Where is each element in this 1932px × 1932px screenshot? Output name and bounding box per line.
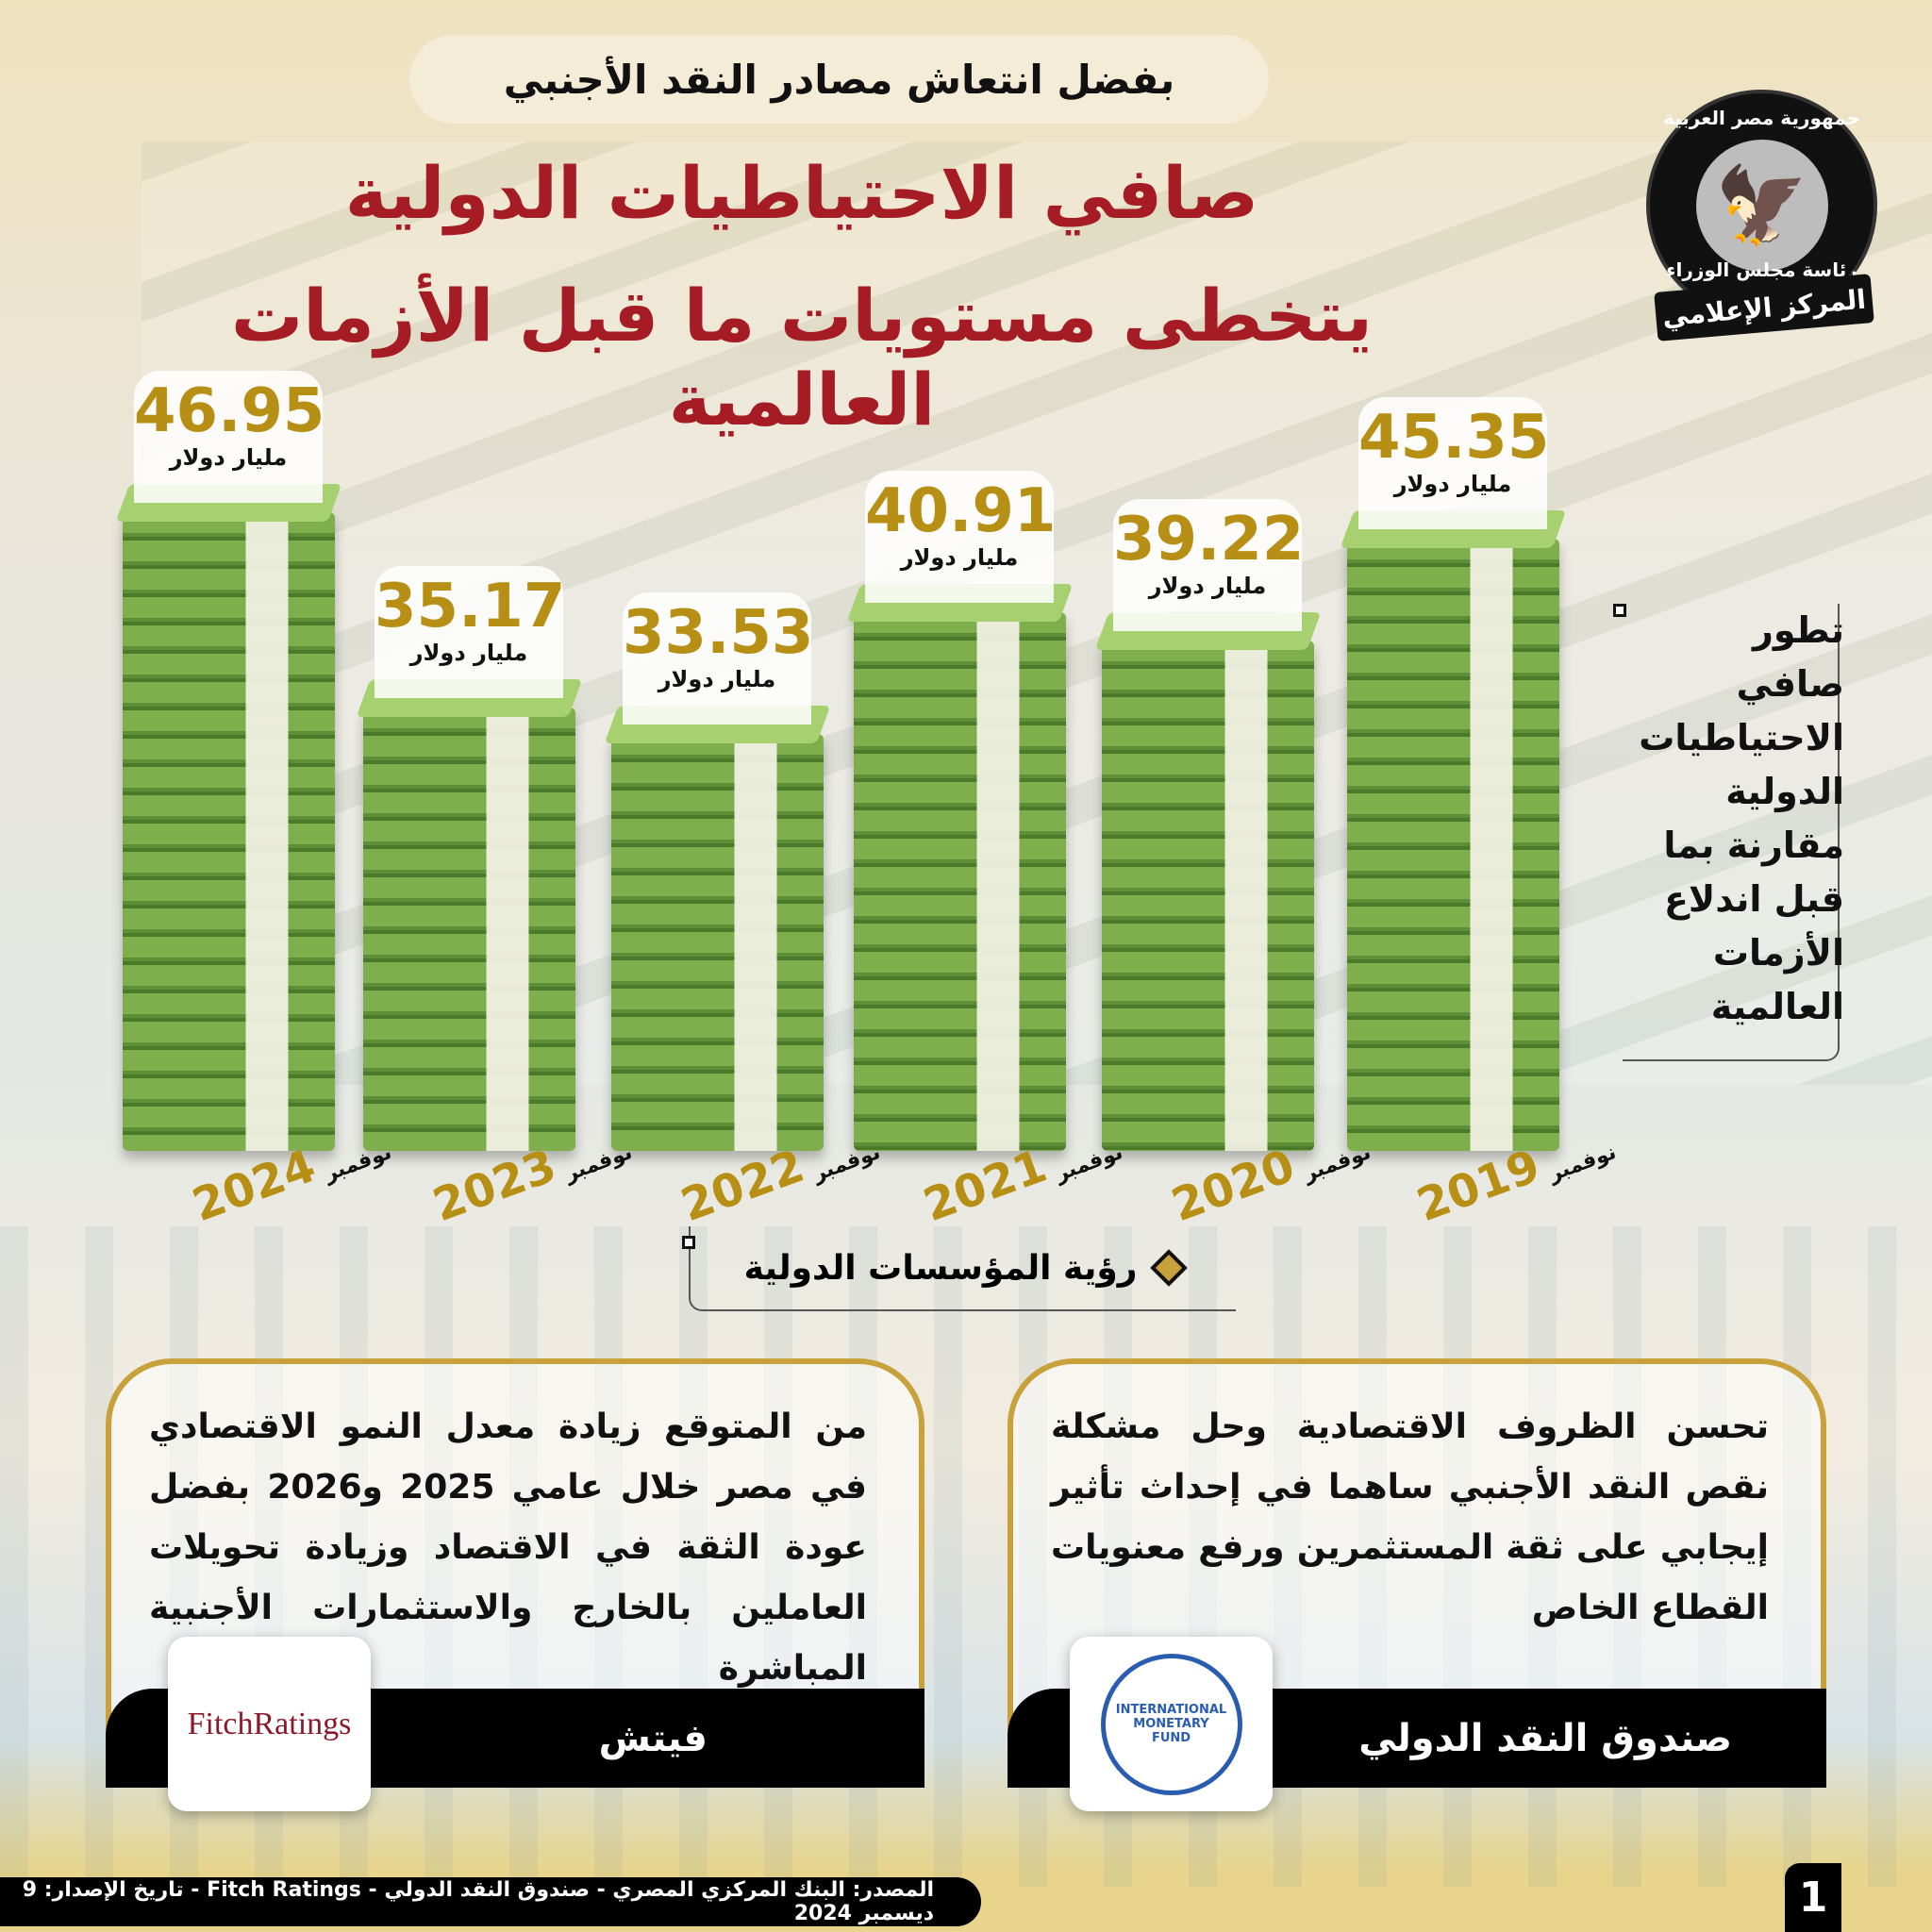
value-label: 39.22 مليار دولار bbox=[1113, 498, 1305, 631]
side-caption-line: الأزمات bbox=[1712, 932, 1844, 974]
year-text: 2022 bbox=[674, 1139, 811, 1233]
title-line-1: صافي الاحتياطيات الدولية bbox=[344, 151, 1259, 235]
unit-text: مليار دولار bbox=[900, 544, 1019, 572]
imf-logo: INTERNATIONAL MONETARY FUND bbox=[1070, 1637, 1273, 1811]
money-stack-bar bbox=[115, 484, 342, 1151]
value-label: 46.95 مليار دولار bbox=[134, 371, 325, 504]
month-text: نوفمبر bbox=[1545, 1140, 1620, 1187]
section-header: رؤية المؤسسات الدولية bbox=[689, 1226, 1236, 1311]
fitch-logo-text: FitchRatings bbox=[187, 1706, 352, 1741]
side-caption-line: تطور bbox=[1753, 609, 1844, 651]
year-text: 2019 bbox=[1409, 1139, 1547, 1233]
value-text: 33.53 bbox=[623, 598, 814, 669]
imf-text: تحسن الظروف الاقتصادية وحل مشكلة نقص الن… bbox=[1051, 1407, 1769, 1627]
unit-text: مليار دولار bbox=[169, 444, 288, 472]
value-text: 45.35 bbox=[1358, 403, 1550, 474]
side-caption: تطور صافي الاحتياطيات الدولية مقارنة بما… bbox=[1623, 604, 1844, 1061]
globe-icon: INTERNATIONAL MONETARY FUND bbox=[1100, 1653, 1242, 1795]
year-text: 2024 bbox=[185, 1139, 323, 1233]
kicker-pill: بفضل انتعاش مصادر النقد الأجنبي bbox=[409, 35, 1269, 124]
logo-top-text: جمهورية مصر العربية bbox=[1662, 107, 1861, 129]
fitch-logo: FitchRatings bbox=[168, 1637, 371, 1811]
fitch-name: فيتش bbox=[598, 1716, 708, 1760]
side-caption-line: الدولية bbox=[1725, 771, 1844, 812]
imf-name: صندوق النقد الدولي bbox=[1358, 1716, 1732, 1760]
side-caption-line: صافي bbox=[1736, 663, 1844, 705]
side-caption-line: قبل اندلاع bbox=[1663, 878, 1844, 920]
imf-card: تحسن الظروف الاقتصادية وحل مشكلة نقص الن… bbox=[1008, 1358, 1826, 1811]
side-caption-line: مقارنة بما bbox=[1663, 824, 1844, 866]
year-text: 2020 bbox=[1164, 1139, 1302, 1233]
corner-square-icon bbox=[682, 1236, 695, 1249]
diamond-icon bbox=[1150, 1249, 1189, 1287]
unit-text: مليار دولار bbox=[658, 666, 776, 693]
unit-text: مليار دولار bbox=[409, 639, 528, 666]
section-title: رؤية المؤسسات الدولية bbox=[743, 1248, 1138, 1288]
page-number: 1 bbox=[1785, 1863, 1841, 1932]
value-text: 46.95 bbox=[134, 376, 325, 447]
unit-text: مليار دولار bbox=[1148, 572, 1267, 599]
value-label: 40.91 مليار دولار bbox=[865, 471, 1057, 604]
money-stack-bar bbox=[356, 678, 583, 1151]
value-label: 35.17 مليار دولار bbox=[375, 565, 566, 698]
side-caption-line: العالمية bbox=[1710, 986, 1844, 1027]
value-text: 40.91 bbox=[865, 476, 1057, 547]
eagle-emblem-icon: 🦅 bbox=[1695, 139, 1828, 272]
unit-text: مليار دولار bbox=[1393, 471, 1512, 498]
corner-square-icon bbox=[1613, 604, 1626, 617]
value-text: 35.17 bbox=[375, 571, 566, 641]
fitch-card: من المتوقع زيادة معدل النمو الاقتصادي في… bbox=[106, 1358, 924, 1811]
money-stack-bar bbox=[846, 584, 1074, 1151]
value-label: 33.53 مليار دولار bbox=[623, 592, 814, 725]
money-stack-bar bbox=[604, 706, 831, 1151]
year-text: 2021 bbox=[916, 1139, 1054, 1233]
fitch-text: من المتوقع زيادة معدل النمو الاقتصادي في… bbox=[149, 1407, 867, 1688]
side-caption-line: الاحتياطيات bbox=[1639, 717, 1844, 758]
value-text: 39.22 bbox=[1113, 504, 1305, 575]
source-footer: المصدر: البنك المركزي المصري - صندوق الن… bbox=[0, 1877, 981, 1926]
money-stack-bar bbox=[1094, 611, 1322, 1151]
money-stack-bar bbox=[1340, 510, 1567, 1151]
year-text: 2023 bbox=[425, 1139, 563, 1233]
value-label: 45.35 مليار دولار bbox=[1358, 397, 1550, 530]
title-line-2: يتخطى مستويات ما قبل الأزمات العالمية bbox=[230, 274, 1374, 441]
